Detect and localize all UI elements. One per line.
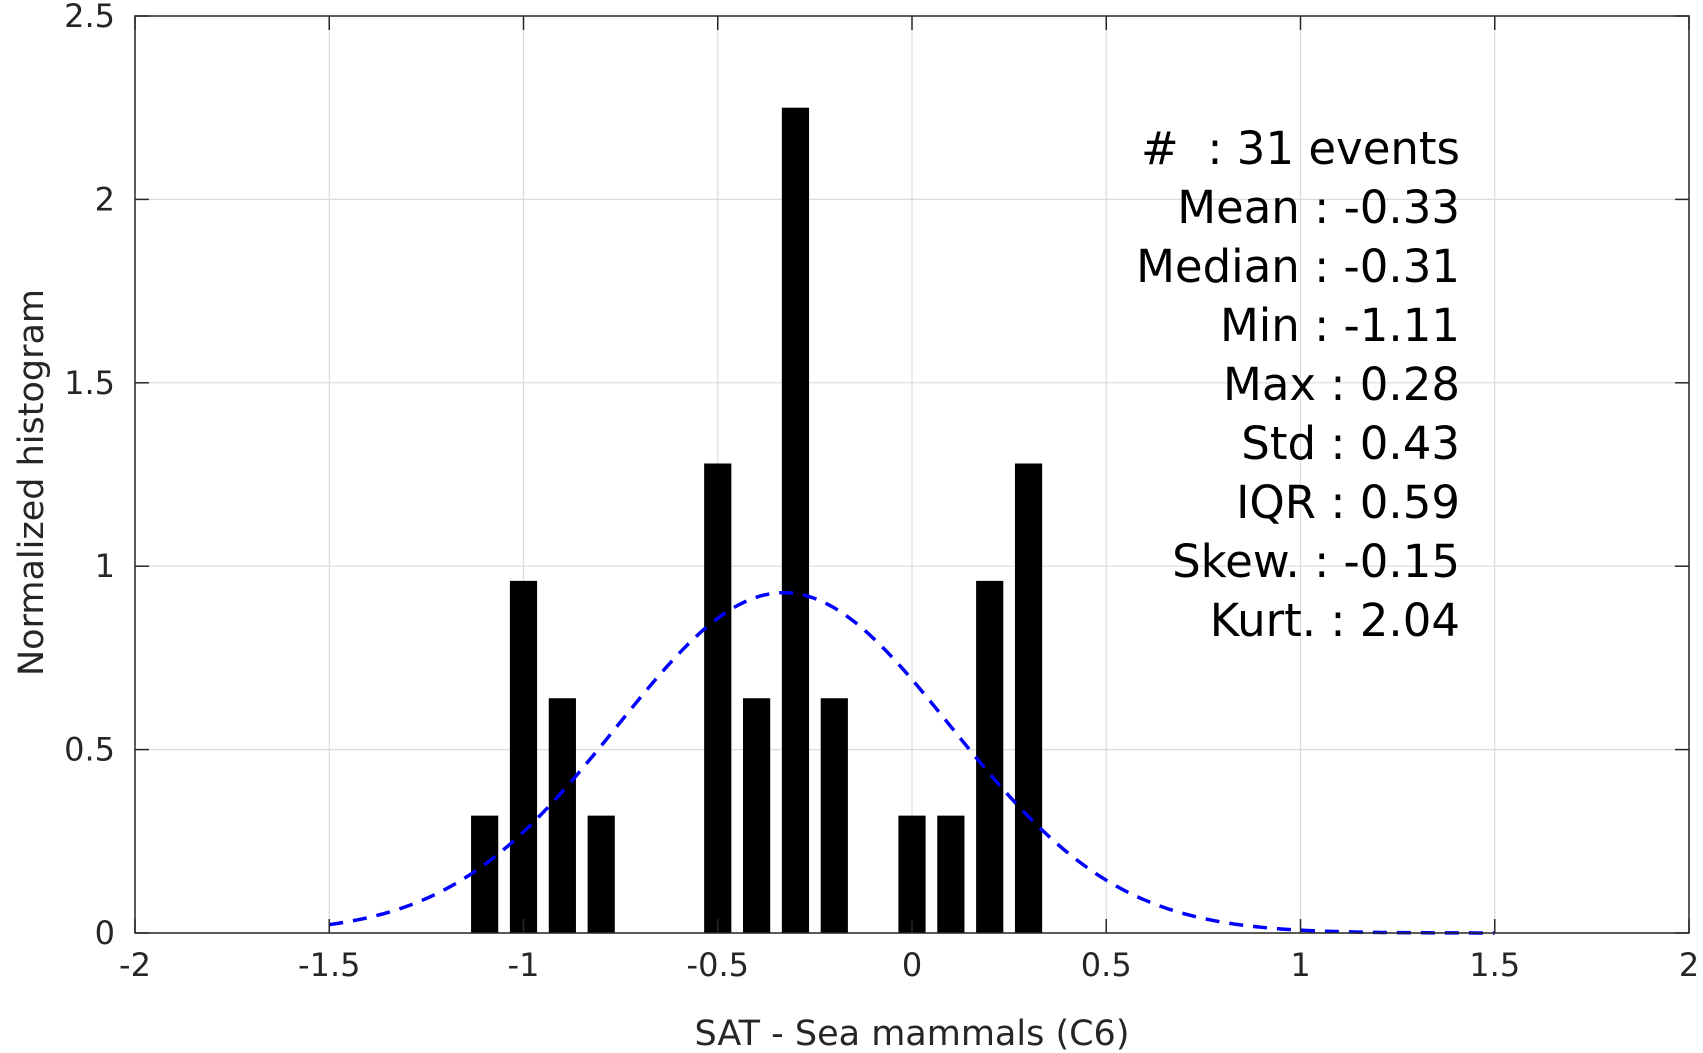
stats-line: Skew. : -0.15 [1172, 535, 1460, 588]
y-tick-label: 1 [95, 547, 115, 585]
tick-marks [134, 15, 1690, 934]
y-tick-labels: 0 0.5 1 1.5 2 2.5 [64, 0, 115, 952]
histogram-bar [704, 463, 732, 933]
y-tick-label: 0.5 [64, 731, 115, 769]
stats-line: Min : -1.11 [1220, 299, 1460, 352]
y-axis-label: Normalized histogram [12, 289, 52, 676]
x-tick-label: -1.5 [298, 946, 360, 984]
x-tick-label: 1.5 [1469, 946, 1520, 984]
stats-line: Std : 0.43 [1241, 417, 1460, 470]
x-tick-label: 0.5 [1081, 946, 1132, 984]
histogram-bar [587, 815, 615, 933]
x-tick-labels: -2 -1.5 -1 -0.5 0 0.5 1 1.5 2 [119, 946, 1699, 984]
x-tick-label: 1 [1290, 946, 1310, 984]
y-tick-label: 2 [95, 180, 115, 218]
histogram-bar [976, 580, 1004, 933]
stats-line: Max : 0.28 [1223, 358, 1460, 411]
normal-fit-curve [329, 590, 1495, 935]
histogram-bar [1014, 463, 1043, 933]
histogram-bar [820, 698, 848, 933]
x-tick-label: -1 [508, 946, 540, 984]
x-axis-label: SAT - Sea mammals (C6) [695, 1014, 1130, 1053]
stats-annotation: # : 31 events Mean : -0.33 Median : -0.31 M… [1136, 122, 1460, 647]
y-tick-label: 2.5 [64, 0, 115, 35]
y-tick-label: 1.5 [64, 364, 115, 402]
histogram-bar [898, 815, 926, 933]
x-tick-label: -0.5 [687, 946, 749, 984]
stats-line: Median : -0.31 [1136, 240, 1460, 293]
histogram-bar [781, 107, 810, 933]
y-tick-label: 0 [95, 914, 115, 952]
histogram-bar [548, 698, 576, 933]
histogram-bar [509, 580, 538, 933]
stats-line: Kurt. : 2.04 [1210, 594, 1460, 647]
x-tick-label: 2 [1679, 946, 1699, 984]
histogram-bar [743, 698, 771, 933]
x-tick-label: -2 [119, 946, 151, 984]
stats-line: IQR : 0.59 [1236, 476, 1460, 529]
histogram-bar [471, 815, 499, 933]
stats-line: Mean : -0.33 [1177, 181, 1460, 234]
stats-line: # : 31 events [1141, 122, 1460, 175]
histogram-bar [937, 815, 965, 933]
x-tick-label: 0 [902, 946, 922, 984]
histogram-bars [471, 107, 1043, 933]
